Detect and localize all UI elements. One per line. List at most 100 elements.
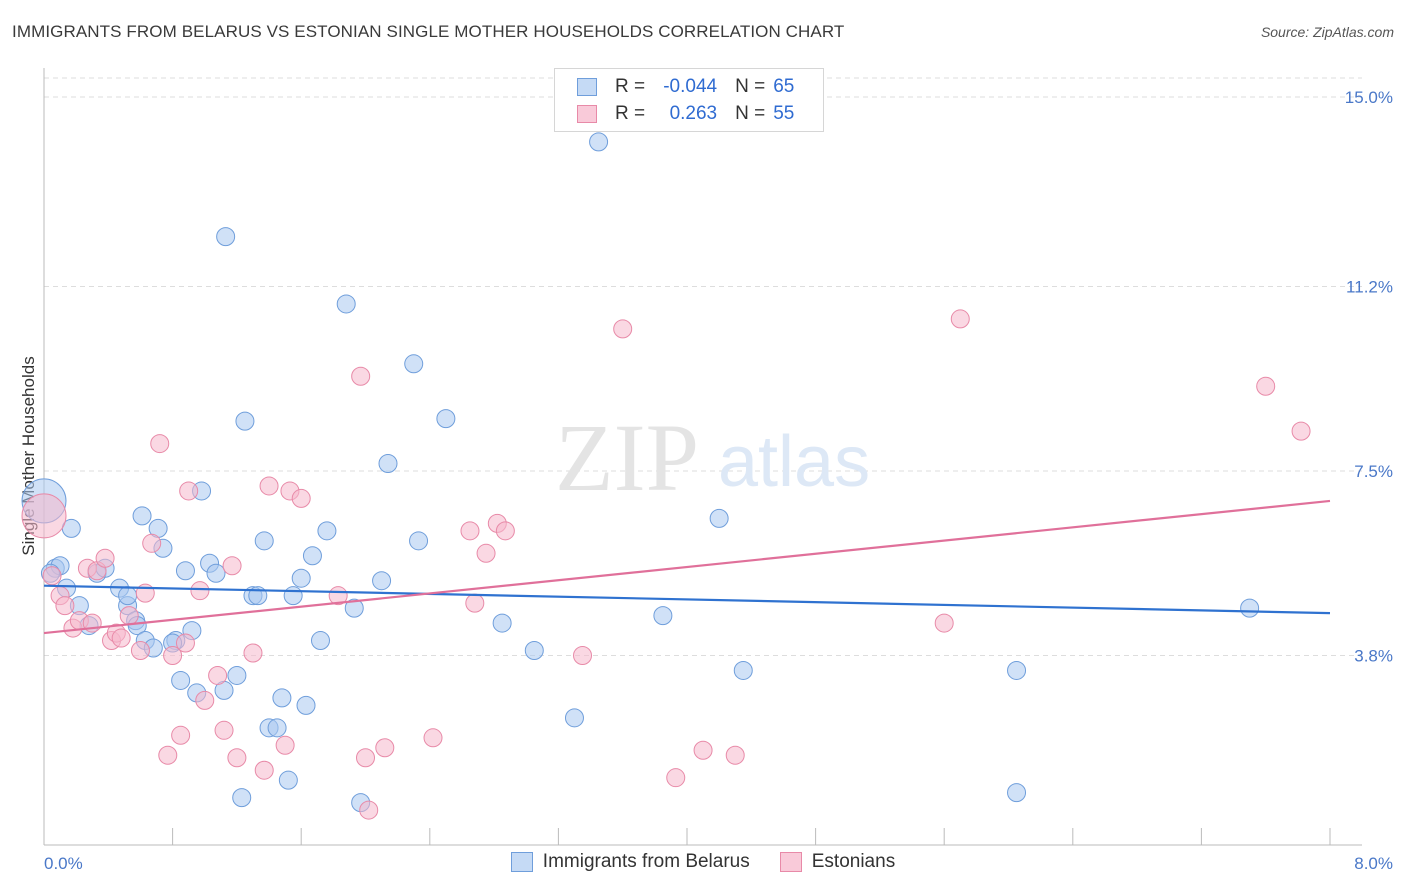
belarus-point: [372, 571, 392, 591]
estonians-point: [351, 366, 371, 386]
estonians-point: [359, 800, 379, 820]
belarus-point: [492, 613, 512, 633]
estonians-point: [613, 319, 633, 339]
series-belarus-points: [21, 132, 1260, 813]
estonians-point: [42, 566, 62, 586]
estonians-point: [214, 720, 234, 740]
watermark-zip: ZIP: [555, 404, 699, 511]
legend-swatch-blue: [577, 78, 597, 96]
estonians-point: [465, 593, 485, 613]
legend-n-value: 65: [773, 76, 795, 97]
estonians-point: [195, 690, 215, 710]
belarus-point: [235, 411, 255, 431]
belarus-point: [1007, 783, 1027, 803]
estonians-point: [179, 481, 199, 501]
estonians-point: [950, 309, 970, 329]
belarus-point: [254, 531, 274, 551]
y-tick-label: 15.0%: [1345, 88, 1393, 107]
series-legend: Immigrants from Belarus Estonians: [0, 851, 1406, 873]
estonians-point: [158, 745, 178, 765]
estonians-point: [119, 606, 139, 626]
estonians-point: [190, 581, 210, 601]
belarus-point: [436, 409, 456, 429]
belarus-point: [709, 508, 729, 528]
estonians-point: [356, 748, 375, 768]
watermark-atlas: atlas: [718, 422, 870, 502]
belarus-point: [1007, 660, 1027, 680]
belarus-point: [132, 506, 152, 526]
estonians-point: [130, 641, 150, 661]
belarus-point: [206, 563, 226, 583]
belarus-point: [227, 665, 247, 685]
gridlines: [44, 77, 1362, 657]
trendlines: [43, 499, 1331, 635]
x-tick-label-min: 0.0%: [44, 854, 83, 873]
belarus-point: [278, 770, 298, 790]
estonians-point: [495, 521, 515, 541]
y-tick-label: 11.2%: [1346, 277, 1393, 296]
belarus-point: [296, 695, 316, 715]
estonians-point: [573, 646, 593, 666]
x-tick-labels: 0.0% 8.0%: [44, 854, 1393, 873]
estonians-point: [725, 745, 745, 765]
legend-row-estonians: R = 0.263 N = 55: [577, 102, 794, 126]
estonians-point: [460, 521, 480, 541]
belarus-point: [564, 708, 584, 728]
belarus-point: [171, 670, 191, 690]
estonians-point: [291, 488, 311, 508]
belarus-point: [344, 598, 364, 618]
estonians-point: [111, 628, 131, 648]
legend-r-label: R =: [615, 103, 646, 124]
legend-r-label: R =: [615, 76, 646, 97]
estonians-point: [259, 476, 279, 496]
legend-swatch-pink: [779, 852, 802, 872]
x-tick-marks: [43, 828, 1331, 845]
belarus-point: [272, 688, 292, 708]
estonians-point: [21, 493, 67, 539]
belarus-point: [317, 521, 337, 541]
trendline-belarus: [43, 584, 1331, 615]
belarus-point: [216, 227, 236, 247]
estonians-point: [55, 596, 75, 616]
source-label: Source: ZipAtlas.com: [1260, 24, 1394, 40]
estonians-point: [375, 738, 395, 758]
legend-n-label: N =: [735, 103, 766, 124]
legend-item-estonians: Estonians: [779, 851, 896, 873]
estonians-point: [476, 543, 496, 563]
belarus-point: [653, 606, 673, 626]
belarus-point: [118, 586, 138, 606]
belarus-point: [310, 631, 330, 651]
stats-legend: R = -0.044 N = 65 R = 0.263 N = 55: [554, 68, 824, 132]
estonians-point: [95, 548, 115, 568]
estonians-point: [163, 646, 183, 666]
legend-label-belarus: Immigrants from Belarus: [542, 851, 750, 872]
estonians-point: [175, 633, 195, 653]
belarus-point: [336, 294, 356, 314]
belarus-point: [175, 561, 195, 581]
belarus-point: [291, 568, 311, 588]
y-tick-label: 7.5%: [1354, 462, 1393, 481]
estonians-point: [243, 643, 263, 663]
estonians-point: [171, 725, 191, 745]
x-tick-label-max: 8.0%: [1354, 854, 1393, 873]
legend-item-belarus: Immigrants from Belarus: [510, 851, 750, 873]
estonians-point: [275, 735, 295, 755]
belarus-point: [409, 531, 429, 551]
belarus-point: [302, 546, 322, 566]
legend-swatch-blue: [510, 852, 533, 872]
legend-r-value: -0.044: [663, 76, 718, 97]
legend-r-value: 0.263: [669, 103, 718, 124]
estonians-point: [423, 728, 443, 748]
legend-label-estonians: Estonians: [811, 851, 896, 872]
belarus-point: [283, 586, 303, 606]
chart-title: IMMIGRANTS FROM BELARUS VS ESTONIAN SING…: [12, 22, 845, 41]
estonians-point: [934, 613, 954, 633]
estonians-point: [150, 434, 170, 454]
estonians-point: [208, 665, 228, 685]
estonians-point: [222, 556, 242, 576]
belarus-point: [1240, 598, 1260, 618]
estonians-point: [254, 760, 274, 780]
estonians-point: [1291, 421, 1311, 441]
y-tick-labels: 3.8% 7.5% 11.2% 15.0%: [1345, 88, 1393, 666]
series-estonians-points: [21, 309, 1311, 820]
